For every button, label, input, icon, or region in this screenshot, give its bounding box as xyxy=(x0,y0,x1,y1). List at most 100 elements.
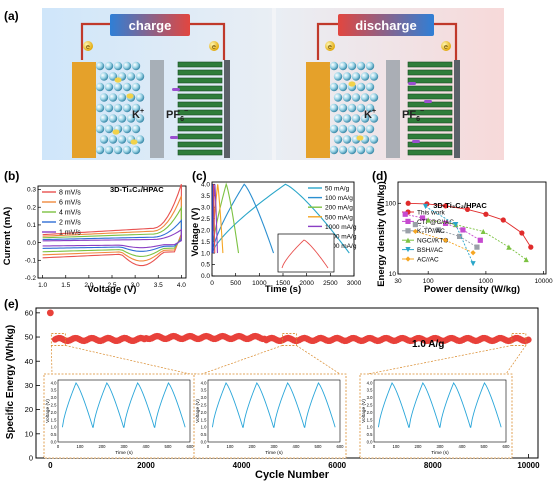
x-tick-label: 2000 xyxy=(299,280,314,287)
anode-particle xyxy=(369,72,379,81)
anode-particle xyxy=(342,72,352,81)
inset-x-tick-label: 0 xyxy=(57,444,60,449)
cathode-layer xyxy=(177,85,223,92)
data-point xyxy=(412,228,418,235)
inset-x-tick-label: 500 xyxy=(165,444,173,449)
anode-particle xyxy=(333,135,343,144)
x-tick-label: 0 xyxy=(48,461,53,470)
cathode-layer xyxy=(407,69,453,76)
anode-particle xyxy=(360,93,370,102)
anode-particle xyxy=(356,82,366,92)
panel-e-ylabel: Specific Energy (Wh/kg) xyxy=(5,325,16,439)
legend-label: 50 mA/g xyxy=(325,186,350,193)
data-point xyxy=(483,211,489,217)
inset-x-tick-label: 600 xyxy=(503,444,511,449)
inset-y-tick-label: 2.0 xyxy=(201,410,207,415)
x-tick-label: 0 xyxy=(210,280,214,287)
zoom-connector xyxy=(505,345,527,375)
data-point xyxy=(506,244,512,250)
anode-particle xyxy=(104,103,114,113)
cathode-layer xyxy=(407,85,453,92)
data-point xyxy=(525,336,532,343)
x-tick-label: 2500 xyxy=(323,280,338,287)
inset-xlabel: Time (s) xyxy=(115,450,133,456)
legend-label: 5000 mA/g xyxy=(325,243,357,250)
y-tick-label: 0.1 xyxy=(27,222,36,229)
inset-x-tick-label: 100 xyxy=(77,444,85,449)
k-ion xyxy=(130,139,138,145)
inset-x-tick-label: 400 xyxy=(143,444,151,449)
inset-y-tick-label: 3.5 xyxy=(201,388,207,393)
pf6-ion xyxy=(172,88,180,91)
cathode-layer xyxy=(407,93,453,100)
anode-particle xyxy=(365,124,375,134)
data-point xyxy=(412,221,418,228)
inset-y-tick-label: 3.0 xyxy=(367,395,373,400)
y-tick-label: 3.5 xyxy=(201,193,210,200)
anode-particle xyxy=(99,135,109,144)
discharge-title-box xyxy=(338,14,434,36)
panel-b: (b) 1.0 1.5 2.0 2.5 3.0 3.5 4.0 -0.2 -0.1 0.0 0.1 0… xyxy=(2,169,187,295)
inset-frame xyxy=(373,379,507,443)
data-point xyxy=(460,227,466,233)
inset-y-tick-label: 4.0 xyxy=(201,380,207,385)
legend-label: BSH//AC xyxy=(417,247,443,254)
y-tick-label: 0.5 xyxy=(201,262,210,269)
inset-y-tick-label: 1.5 xyxy=(367,417,373,422)
anode-particle xyxy=(333,114,343,123)
inset-y-tick-label: 2.5 xyxy=(201,402,207,407)
panel-b-label: (b) xyxy=(4,169,19,183)
anode-particle xyxy=(338,82,348,92)
data-point xyxy=(405,237,411,243)
electron-icon xyxy=(83,41,93,51)
inset-y-tick-label: 0.5 xyxy=(367,432,373,437)
data-point xyxy=(442,220,449,226)
anode-particle xyxy=(365,82,375,92)
data-point xyxy=(405,247,411,253)
anode-particle xyxy=(338,145,348,155)
y-tick-label: 10 xyxy=(389,271,397,278)
data-point xyxy=(528,244,534,250)
anode-particle xyxy=(360,72,370,81)
inset-x-tick-label: 500 xyxy=(315,444,323,449)
inset-x-tick-label: 100 xyxy=(393,444,401,449)
y-tick-label: 0.0 xyxy=(201,273,210,280)
cathode-layer xyxy=(407,141,453,148)
legend-label: AC//AC xyxy=(417,256,439,263)
anode-particle xyxy=(122,145,132,155)
anode-particle xyxy=(104,145,114,155)
legend-label: 1 mV/s xyxy=(59,230,81,237)
anode-particle xyxy=(369,114,379,123)
inset-y-tick-label: 0.5 xyxy=(51,432,57,437)
x-tick-label: 2.0 xyxy=(84,282,93,289)
anode-particle xyxy=(131,82,141,92)
anode-particle xyxy=(95,61,105,71)
inset-xlabel: Time (s) xyxy=(431,450,449,456)
y-tick-label: 3.0 xyxy=(201,204,210,211)
ragone-plot: 30 100 1000 10000 10 100 This work CTP@C//AC K₂T… xyxy=(385,181,553,285)
inset-y-tick-label: 2.5 xyxy=(367,402,373,407)
gcd-curve xyxy=(211,183,275,254)
inset-y-tick-label: 3.0 xyxy=(51,395,57,400)
legend-label: 500 mA/g xyxy=(325,214,353,221)
data-point xyxy=(422,203,429,210)
pf6-ion xyxy=(412,140,420,143)
data-point xyxy=(46,309,54,317)
legend-label: 2 mV/s xyxy=(59,220,81,227)
cathode-layer xyxy=(177,61,223,68)
anode-particle xyxy=(135,135,145,144)
inset-y-tick-label: 2.5 xyxy=(51,402,57,407)
anode-particle xyxy=(122,124,132,134)
anode-particle xyxy=(113,145,123,155)
inset-ylabel: Voltage (V) xyxy=(195,399,201,423)
cathode-layer xyxy=(177,101,223,108)
x-tick-label: 2.5 xyxy=(107,282,116,289)
data-point xyxy=(453,221,459,228)
discharge-title: discharge xyxy=(355,18,416,33)
y-tick-label: 10 xyxy=(25,429,33,438)
inset-frame xyxy=(57,379,191,443)
series-line xyxy=(415,224,478,248)
anode-particle xyxy=(329,145,339,155)
data-point xyxy=(523,256,529,263)
